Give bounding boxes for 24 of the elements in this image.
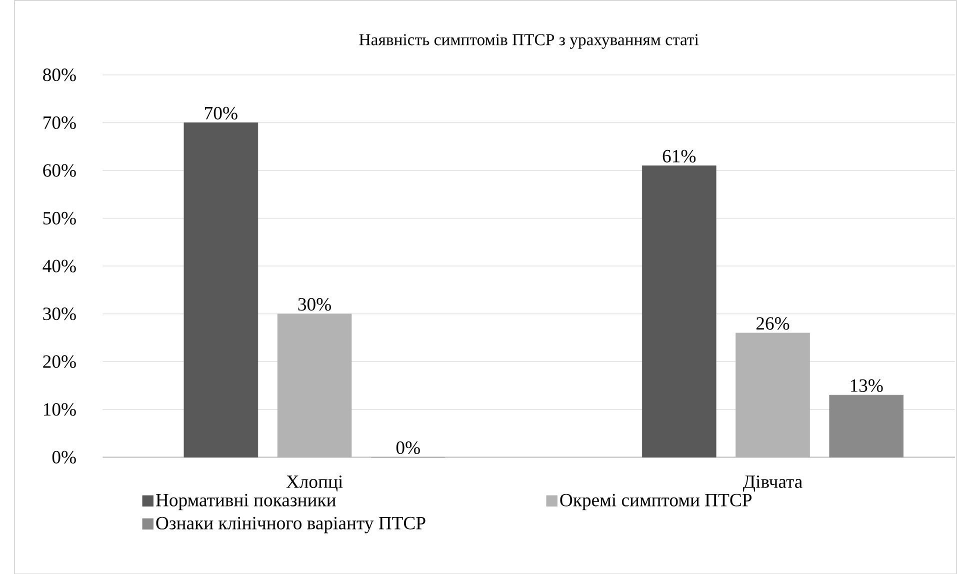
- data-label: 13%: [850, 379, 883, 392]
- y-tick-label: 10%: [44, 402, 76, 416]
- bar: [642, 165, 716, 458]
- bar: [184, 122, 258, 458]
- data-label: 70%: [205, 106, 238, 120]
- y-tick-label: 40%: [42, 259, 76, 272]
- y-tick-label: 0%: [52, 450, 76, 464]
- y-tick-label: 60%: [43, 164, 76, 177]
- y-tick-label: 80%: [43, 68, 76, 81]
- legend-label: Нормативні показники: [156, 494, 336, 510]
- data-label: 0%: [396, 441, 420, 454]
- y-tick-label: 50%: [43, 212, 76, 224]
- y-tick-label: 20%: [43, 355, 76, 368]
- data-label: 30%: [298, 298, 331, 310]
- y-tick-label: 30%: [43, 307, 76, 320]
- y-tick-label: 70%: [44, 116, 76, 129]
- x-tick-label: Дівчата: [742, 475, 802, 492]
- bar: [829, 394, 904, 458]
- data-label: 61%: [662, 150, 696, 162]
- chart-title: Наявність симптомів ПТСР з урахуванням статі: [359, 34, 699, 49]
- data-label: 26%: [756, 316, 790, 330]
- legend-label: Окремі симптоми ПТСР: [560, 494, 752, 510]
- legend-label: Ознаки клінічного варіанту ПТСР: [156, 516, 426, 533]
- x-tick-label: Хлопці: [286, 475, 343, 492]
